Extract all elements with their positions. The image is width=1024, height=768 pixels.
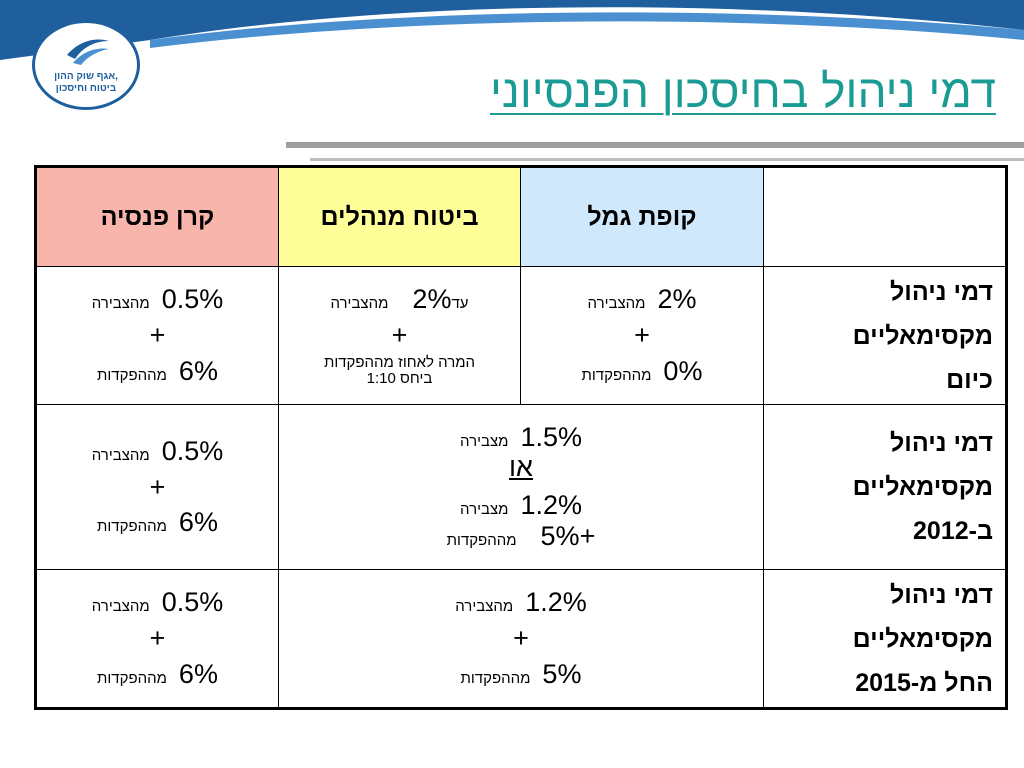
- header-bituach-menahalim: ביטוח מנהלים: [278, 166, 521, 267]
- cell-bituach-current: עד2%מהצבירה + המרה לאחוז מההפקדות ביחס 1…: [278, 266, 521, 405]
- table-row: דמי ניהול מקסימאליים ב-2012 1.5%מצבירה או …: [35, 404, 1007, 570]
- header-keren-pensia: קרן פנסיה: [35, 166, 279, 267]
- table-row: דמי ניהול מקסימאליים כיום 2%מהצבירה + 0%מה…: [35, 266, 1007, 405]
- row-header-current: דמי ניהול מקסימאליים כיום: [763, 266, 1007, 405]
- header-empty: [763, 166, 1007, 267]
- cell-keren-2015: 0.5%מהצבירה + 6%מההפקדות: [35, 569, 279, 709]
- cell-keren-2012: 0.5%מהצבירה + 6%מההפקדות: [35, 404, 279, 570]
- fees-table: קופת גמל ביטוח מנהלים קרן פנסיה דמי ניהו…: [34, 165, 1008, 710]
- logo: אגף שוק ההון, ביטוח וחיסכון: [32, 20, 140, 110]
- row-header-2012: דמי ניהול מקסימאליים ב-2012: [763, 404, 1007, 570]
- divider-line: [286, 142, 1024, 148]
- row-header-2015: דמי ניהול מקסימאליים החל מ-2015: [763, 569, 1007, 709]
- table-header-row: קופת גמל ביטוח מנהלים קרן פנסיה: [35, 166, 1007, 267]
- header-swoosh: [0, 0, 1024, 60]
- cell-merged-2012: 1.5%מצבירה או 1.2%מצבירה +5%מההפקדות: [278, 404, 764, 570]
- cell-merged-2015: 1.2%מהצבירה + 5%מההפקדות: [278, 569, 764, 709]
- header-kupat-gemel: קופת גמל: [520, 166, 764, 267]
- logo-text-line1: אגף שוק ההון,: [54, 71, 118, 82]
- table-row: דמי ניהול מקסימאליים החל מ-2015 1.2%מהצביר…: [35, 569, 1007, 709]
- cell-kupat-current: 2%מהצבירה + 0%מההפקדות: [520, 266, 764, 405]
- page-title: דמי ניהול בחיסכון הפנסיוני: [489, 65, 996, 117]
- logo-text-line2: ביטוח וחיסכון: [55, 83, 117, 94]
- divider-line-thin: [310, 158, 1024, 161]
- logo-wave-icon: [67, 39, 109, 65]
- cell-keren-current: 0.5%מהצבירה + 6%מההפקדות: [35, 266, 279, 405]
